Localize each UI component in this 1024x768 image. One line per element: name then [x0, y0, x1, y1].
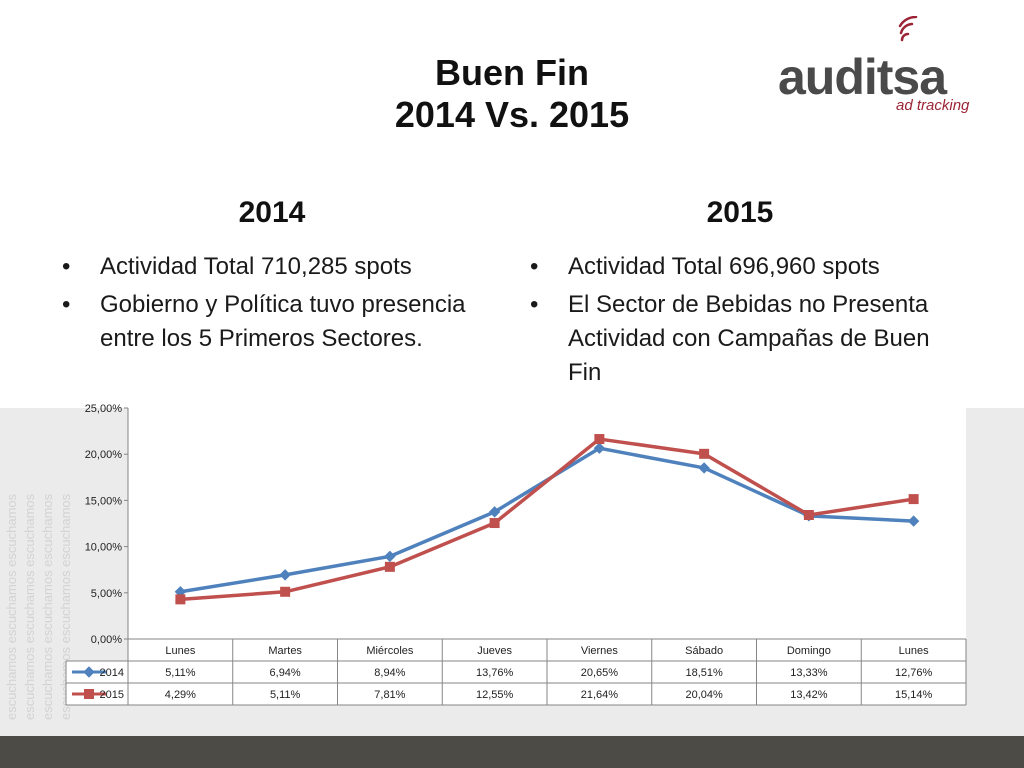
legend-key-marker [83, 666, 95, 678]
table-value-cell: 12,76% [895, 667, 933, 679]
data-point-2014 [593, 442, 606, 454]
footer-bar [0, 736, 1024, 768]
x-category-label: Domingo [787, 645, 831, 657]
slide-title-line-1: Buen Fin [435, 52, 589, 93]
x-category-label: Miércoles [366, 645, 414, 657]
bullet-item: Actividad Total 710,285 spots [60, 250, 480, 284]
x-category-label: Lunes [165, 645, 195, 657]
table-value-cell: 13,42% [790, 689, 828, 701]
table-value-cell: 20,04% [685, 689, 723, 701]
legend-series-name: 2014 [100, 667, 124, 679]
table-value-cell: 20,65% [581, 667, 619, 679]
bullet-item: Actividad Total 696,960 spots [528, 250, 948, 284]
table-value-cell: 5,11% [165, 667, 196, 679]
signal-arcs-icon [898, 16, 918, 42]
data-point-2015 [803, 509, 814, 520]
data-point-2015 [175, 594, 186, 605]
data-point-2015 [384, 561, 395, 572]
y-tick-label: 0,00% [91, 634, 122, 646]
table-value-cell: 18,51% [685, 667, 723, 679]
data-point-2015 [280, 586, 291, 597]
legend-key-marker [84, 689, 94, 699]
bullet-list-2015: Actividad Total 696,960 spots El Sector … [528, 250, 948, 394]
y-tick-label: 5,00% [91, 588, 122, 600]
data-point-2015 [489, 518, 500, 529]
data-point-2015 [908, 494, 919, 505]
data-point-2014 [279, 569, 291, 581]
auditsa-logo: auditsa ad tracking [778, 16, 970, 114]
x-category-label: Viernes [581, 645, 619, 657]
x-category-label: Martes [268, 645, 302, 657]
y-tick-label: 25,00% [85, 403, 123, 415]
bullet-list-2014: Actividad Total 710,285 spots Gobierno y… [60, 250, 480, 360]
line-chart: 0,00% 5,00% 10,00% 15,00% 20,00% 25,00% Lunes M… [65, 403, 967, 706]
y-tick-label: 10,00% [85, 542, 123, 554]
table-value-cell: 7,81% [374, 689, 405, 701]
data-point-2014 [488, 506, 501, 518]
table-value-cell: 13,76% [476, 667, 514, 679]
table-value-cell: 4,29% [165, 689, 196, 701]
data-point-2015 [594, 434, 605, 445]
bullet-item: El Sector de Bebidas no Presenta Activid… [528, 288, 948, 390]
table-value-cell: 6,94% [270, 667, 301, 679]
plot-area [128, 408, 966, 639]
table-value-cell: 8,94% [374, 667, 405, 679]
data-point-2014 [698, 462, 710, 474]
legend-series-name: 2015 [100, 689, 124, 701]
data-point-2014 [384, 550, 396, 563]
table-value-cell: 5,11% [270, 689, 301, 701]
slide-title-line-2: 2014 Vs. 2015 [394, 94, 630, 135]
table-value-cell: 21,64% [581, 689, 619, 701]
slide-title: Buen Fin 2014 Vs. 2015 [200, 52, 824, 136]
x-category-label: Jueves [477, 645, 512, 657]
x-category-label: Lunes [899, 645, 929, 657]
table-value-cell: 15,14% [895, 689, 933, 701]
column-heading-2015: 2015 [706, 196, 774, 229]
series-line-2015 [180, 437, 914, 602]
table-value-cell: 12,55% [476, 689, 514, 701]
y-tick-label: 15,00% [85, 495, 123, 507]
data-point-2014 [907, 515, 920, 527]
logo-brand-text: auditsa [778, 49, 948, 105]
y-tick-label: 20,00% [85, 449, 123, 461]
table-value-cell: 13,33% [790, 667, 828, 679]
column-heading-2014: 2014 [238, 196, 306, 229]
bullet-item: Gobierno y Política tuvo presencia entre… [60, 288, 480, 356]
data-point-2015 [699, 448, 710, 459]
logo-tagline-text: ad tracking [896, 97, 970, 114]
x-category-label: Sábado [685, 645, 723, 657]
